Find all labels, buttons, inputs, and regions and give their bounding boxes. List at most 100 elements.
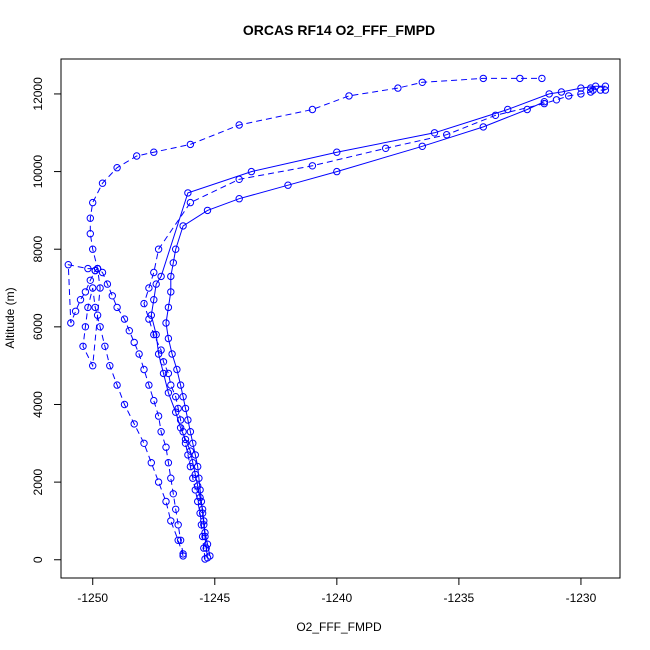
data-point: [108, 292, 117, 300]
data-point: [176, 536, 185, 544]
data-point: [479, 123, 487, 131]
x-tick-label: -1240: [321, 591, 352, 605]
data-point: [140, 439, 148, 447]
data-point: [164, 334, 173, 343]
data-point: [67, 319, 75, 327]
data-point: [162, 319, 170, 327]
data-point: [565, 92, 573, 100]
series-line-3: [150, 85, 606, 557]
data-point: [540, 99, 548, 108]
data-point: [152, 280, 160, 288]
data-point: [179, 393, 187, 401]
data-point: [154, 245, 163, 253]
data-point: [164, 369, 173, 378]
y-axis: 0 2000 4000 6000 8000 10000 12000: [31, 77, 62, 563]
data-point: [162, 443, 170, 451]
data-point: [159, 369, 168, 378]
data-point: [172, 245, 180, 253]
data-point: [157, 272, 165, 281]
data-point: [81, 288, 90, 296]
data-point: [101, 342, 109, 350]
data-point: [179, 550, 187, 558]
data-point: [557, 88, 566, 96]
data-point: [176, 381, 185, 389]
data-point: [103, 280, 112, 288]
series-line-5: [82, 77, 542, 557]
data-point: [169, 490, 178, 498]
data-point: [150, 268, 158, 277]
data-point: [577, 84, 585, 92]
data-point: [333, 167, 341, 176]
data-point: [206, 552, 214, 560]
data-point: [91, 303, 99, 312]
x-tick-label: -1235: [444, 591, 475, 605]
data-point: [176, 424, 185, 432]
data-point: [71, 307, 80, 315]
data-point: [86, 276, 95, 284]
data-point: [147, 311, 156, 319]
data-point: [523, 105, 531, 114]
data-point: [89, 284, 97, 292]
data-point: [174, 404, 182, 413]
data-point: [150, 148, 158, 156]
data-point: [394, 84, 402, 92]
x-tick-label: -1250: [77, 591, 108, 605]
data-point: [89, 245, 97, 253]
data-point: [587, 84, 595, 92]
data-point: [577, 90, 585, 98]
data-point: [308, 162, 317, 170]
series-line-1: [165, 101, 545, 558]
data-point: [181, 404, 190, 413]
data-point: [150, 296, 158, 304]
data-point: [164, 459, 173, 467]
data-point: [93, 264, 102, 273]
data-point: [174, 536, 182, 544]
y-tick-label: 12000: [31, 77, 45, 111]
data-point: [147, 459, 156, 467]
data-point: [145, 381, 153, 389]
data-point: [591, 82, 600, 90]
data-point: [418, 78, 426, 87]
data-point: [140, 365, 148, 374]
data-point: [540, 98, 548, 106]
data-point: [284, 181, 292, 189]
data-point: [196, 493, 204, 502]
data-point: [235, 121, 243, 129]
data-point: [145, 284, 153, 292]
data-point: [198, 505, 207, 513]
data-point: [184, 416, 192, 424]
data-point: [235, 195, 243, 203]
data-point: [181, 435, 190, 444]
data-point: [98, 268, 107, 277]
y-axis-label: Altitude (m): [3, 287, 17, 348]
data-point: [164, 389, 173, 397]
data-point: [167, 288, 175, 296]
data-point: [189, 459, 197, 467]
data-point: [152, 330, 160, 339]
y-tick-label: 8000: [31, 236, 45, 263]
data-point: [86, 230, 95, 238]
data-point: [154, 412, 163, 420]
data-point: [179, 222, 187, 230]
data-point: [191, 451, 200, 459]
data-point: [133, 152, 141, 160]
data-point: [601, 82, 610, 90]
data-point: [113, 381, 121, 389]
data-point: [150, 396, 158, 405]
data-point: [194, 482, 202, 490]
data-point: [184, 189, 192, 197]
data-point: [172, 505, 180, 513]
data-point: [84, 264, 92, 273]
data-point: [173, 365, 181, 374]
data-point: [162, 497, 170, 506]
data-point: [179, 552, 187, 560]
data-point: [186, 140, 195, 149]
data-point: [172, 408, 180, 416]
x-axis: -1250 -1245 -1240 -1235 -1230: [77, 577, 597, 605]
data-point: [91, 266, 99, 275]
data-point: [186, 428, 195, 436]
data-point: [430, 129, 439, 137]
data-point: [191, 470, 200, 479]
data-point: [167, 474, 175, 482]
data-point: [491, 111, 500, 120]
